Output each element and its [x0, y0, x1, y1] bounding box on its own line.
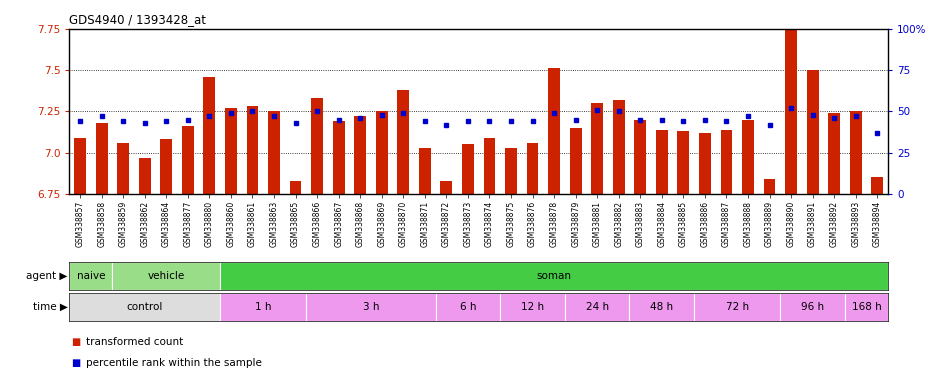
Text: 72 h: 72 h — [725, 301, 748, 312]
Bar — [505, 148, 517, 194]
Bar — [656, 129, 668, 194]
Text: transformed count: transformed count — [86, 337, 183, 347]
Text: 3 h: 3 h — [363, 301, 379, 312]
Bar — [850, 111, 861, 194]
Bar — [333, 121, 345, 194]
Text: 48 h: 48 h — [650, 301, 673, 312]
Text: time ▶: time ▶ — [32, 301, 68, 312]
Bar — [376, 111, 388, 194]
Bar — [871, 177, 883, 194]
Bar — [612, 100, 624, 194]
Text: 168 h: 168 h — [852, 301, 882, 312]
Bar — [113, 262, 220, 290]
Bar — [845, 293, 888, 321]
Bar — [440, 181, 452, 194]
Bar — [220, 293, 306, 321]
Bar — [785, 11, 797, 194]
Text: 96 h: 96 h — [801, 301, 824, 312]
Bar — [160, 139, 172, 194]
Bar — [549, 68, 560, 194]
Text: GDS4940 / 1393428_at: GDS4940 / 1393428_at — [69, 13, 206, 26]
Bar — [306, 293, 436, 321]
Bar — [268, 111, 280, 194]
Bar — [182, 126, 193, 194]
Bar — [742, 120, 754, 194]
Text: percentile rank within the sample: percentile rank within the sample — [86, 358, 262, 368]
Bar — [484, 138, 496, 194]
Text: 1 h: 1 h — [255, 301, 272, 312]
Bar — [526, 143, 538, 194]
Bar — [204, 77, 216, 194]
Bar — [69, 262, 113, 290]
Bar — [419, 148, 431, 194]
Bar — [694, 293, 781, 321]
Bar — [247, 106, 258, 194]
Text: naive: naive — [77, 271, 105, 281]
Bar — [807, 70, 819, 194]
Bar — [764, 179, 775, 194]
Text: ■: ■ — [71, 358, 80, 368]
Bar — [500, 293, 565, 321]
Bar — [591, 103, 603, 194]
Bar — [635, 120, 647, 194]
Text: agent ▶: agent ▶ — [26, 271, 68, 281]
Text: ■: ■ — [71, 337, 80, 347]
Bar — [781, 293, 845, 321]
Bar — [677, 131, 689, 194]
Bar — [398, 90, 409, 194]
Bar — [570, 128, 582, 194]
Bar — [311, 98, 323, 194]
Text: 24 h: 24 h — [586, 301, 609, 312]
Bar — [565, 293, 630, 321]
Bar — [630, 293, 694, 321]
Bar — [117, 143, 130, 194]
Text: soman: soman — [536, 271, 572, 281]
Bar — [96, 123, 107, 194]
Bar — [699, 133, 710, 194]
Bar — [74, 138, 86, 194]
Bar — [462, 144, 474, 194]
Bar — [225, 108, 237, 194]
Bar — [354, 116, 366, 194]
Text: 12 h: 12 h — [521, 301, 544, 312]
Bar — [436, 293, 500, 321]
Bar — [721, 129, 733, 194]
Bar — [828, 113, 840, 194]
Bar — [69, 293, 220, 321]
Text: control: control — [127, 301, 163, 312]
Bar — [139, 157, 151, 194]
Text: 6 h: 6 h — [460, 301, 476, 312]
Bar — [220, 262, 888, 290]
Text: vehicle: vehicle — [148, 271, 185, 281]
Bar — [290, 181, 302, 194]
